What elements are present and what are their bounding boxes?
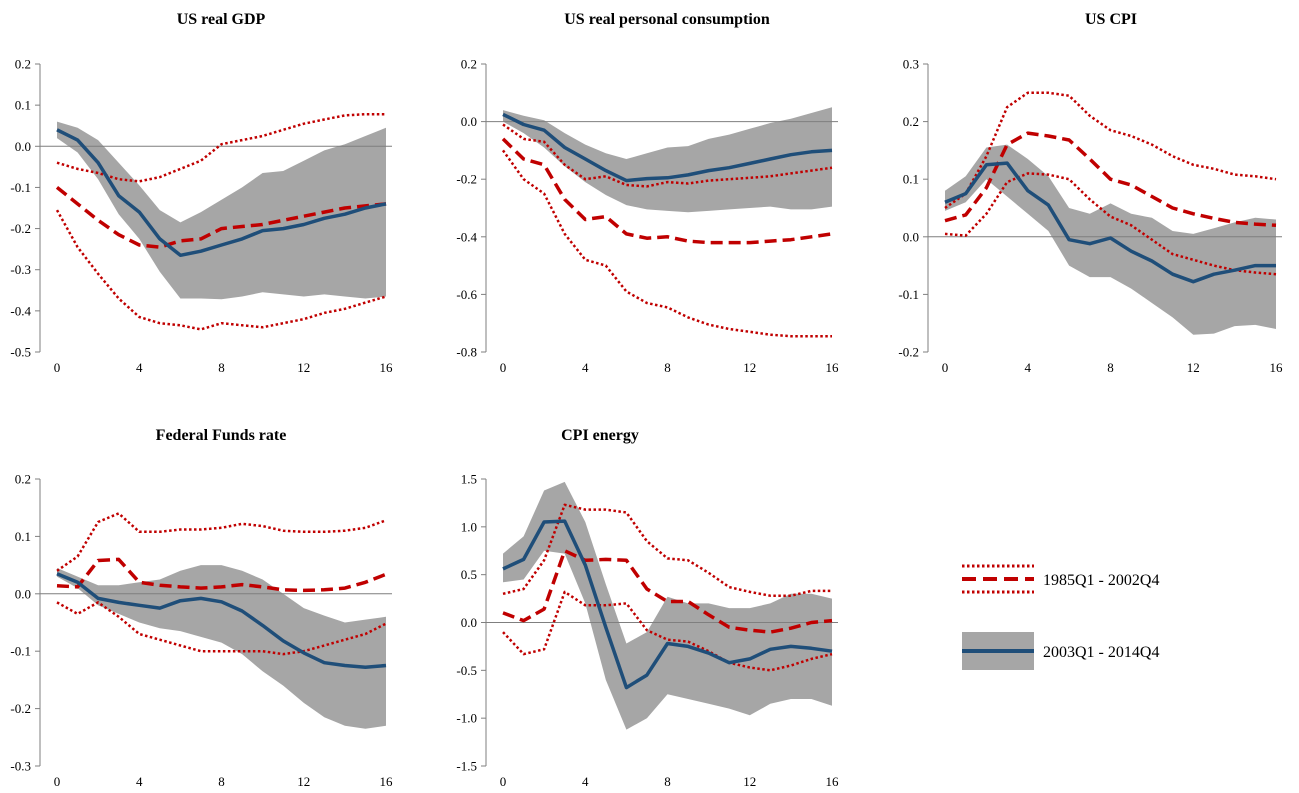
y-tick-label: -0.5 [10,345,31,360]
y-tick-label: -0.4 [10,303,31,318]
x-tick-label: 12 [743,360,756,375]
y-tick-label: -0.2 [10,701,31,716]
y-tick-label: -1.0 [456,711,477,726]
y-tick-label: 0.0 [903,229,919,244]
y-tick-label: -1.5 [456,759,477,774]
legend-label-2003: 2003Q1 - 2014Q4 [1043,644,1159,661]
x-tick-label: 0 [54,774,61,789]
series-line-dotted [56,512,387,572]
y-tick-label: 0.2 [461,57,477,72]
series-line-dotted [502,123,833,188]
x-tick-label: 16 [380,774,394,789]
series-line-dotted [56,112,386,183]
x-tick-label: 8 [664,774,671,789]
y-tick-label: -0.5 [456,663,477,678]
y-tick-label: 0.1 [15,98,31,113]
series-line-dotted [944,172,1277,276]
series-line-dashed [55,186,387,249]
y-tick-label: 1.5 [461,472,477,487]
panel-us-real-personal-consumption: US real personal consumption -0.8 -0.6 -0.… [456,11,839,375]
y-tick-label: -0.6 [456,287,477,302]
series-line-dashed [944,131,1277,228]
y-tick-label: -0.2 [898,345,919,360]
series-line-dotted [501,149,832,338]
x-tick-label: 0 [500,360,507,375]
y-tick-label: 0.0 [461,615,477,630]
x-tick-label: 0 [942,360,949,375]
x-tick-label: 4 [136,774,143,789]
y-tick-label: -0.2 [456,172,477,187]
panel-title: US CPI [1085,11,1137,28]
y-tick-label: -0.3 [10,262,31,277]
panel-us-cpi: US CPI -0.2 -0.1 0.0 0.1 0.2 0.3 0 4 8 12 16 [898,11,1283,375]
panel-title: US real personal consumption [564,11,770,28]
y-tick-label: 0.2 [15,472,31,487]
series-line-solid [502,112,833,183]
x-tick-label: 12 [743,774,756,789]
legend-label-1985: 1985Q1 - 2002Q4 [1043,572,1159,589]
x-tick-label: 4 [582,774,589,789]
y-tick-label: 1.0 [461,519,477,534]
confidence-band-2003 [57,121,386,300]
legend: 1985Q1 - 2002Q4 2003Q1 - 2014Q4 [962,564,1159,670]
y-tick-label: 0.3 [903,57,919,72]
y-tick-label: -0.1 [898,287,919,302]
series-line-dotted [502,503,832,597]
series-line-dashed [501,137,833,245]
y-tick-label: 0.0 [461,114,477,129]
series-line-solid [502,519,833,690]
x-tick-label: 8 [664,360,671,375]
panel-us-real-gdp: US real GDP -0.5 -0.4 -0.3 -0.2 -0.1 0.0 0.1 0.… [10,11,393,375]
y-tick-label: -0.1 [10,644,31,659]
y-tick-label: -0.8 [456,345,477,360]
panel-cpi-energy: CPI energy -1.5 -1.0 -0.5 0.0 0.5 1.0 1.5 0 4 8 12… [456,427,839,789]
confidence-band-2003 [503,107,832,213]
x-tick-label: 4 [136,360,143,375]
x-tick-label: 16 [380,360,394,375]
x-tick-label: 16 [1270,360,1284,375]
y-tick-label: 0.1 [903,172,919,187]
x-tick-label: 0 [54,360,61,375]
x-tick-label: 4 [582,360,589,375]
series-line-solid [944,161,1276,284]
y-tick-label: 0.2 [903,114,919,129]
panel-title: US real GDP [177,11,266,28]
y-tick-label: 0.0 [15,586,31,601]
y-tick-label: -0.1 [10,180,31,195]
x-tick-label: 16 [826,774,840,789]
x-tick-label: 12 [1187,360,1200,375]
series-line-solid [56,128,387,258]
x-tick-label: 12 [297,774,310,789]
panel-federal-funds-rate: Federal Funds rate -0.3 -0.2 -0.1 0.0 0.1 0.2… [10,427,393,789]
x-tick-label: 12 [297,360,310,375]
y-tick-label: 0.5 [461,567,477,582]
series-line-dotted [502,590,833,672]
y-tick-label: 0.2 [15,57,31,72]
y-tick-label: 0.0 [15,139,31,154]
series-line-dotted [944,91,1277,210]
x-tick-label: 8 [218,774,225,789]
x-tick-label: 8 [218,360,225,375]
y-tick-label: -0.4 [456,229,477,244]
x-tick-label: 8 [1107,360,1114,375]
series-line-dotted [55,209,387,331]
x-tick-label: 4 [1025,360,1032,375]
confidence-band-2003 [57,565,386,729]
confidence-band-2003 [503,481,832,730]
y-tick-label: -0.2 [10,221,31,236]
x-tick-label: 16 [826,360,840,375]
panel-title: CPI energy [561,427,639,444]
y-tick-label: 0.1 [15,529,31,544]
series-line-solid [56,572,387,670]
series-line-dashed [56,557,387,593]
series-line-dashed [502,549,833,634]
y-tick-label: -0.3 [10,759,31,774]
panel-title: Federal Funds rate [156,427,287,444]
x-tick-label: 0 [500,774,507,789]
